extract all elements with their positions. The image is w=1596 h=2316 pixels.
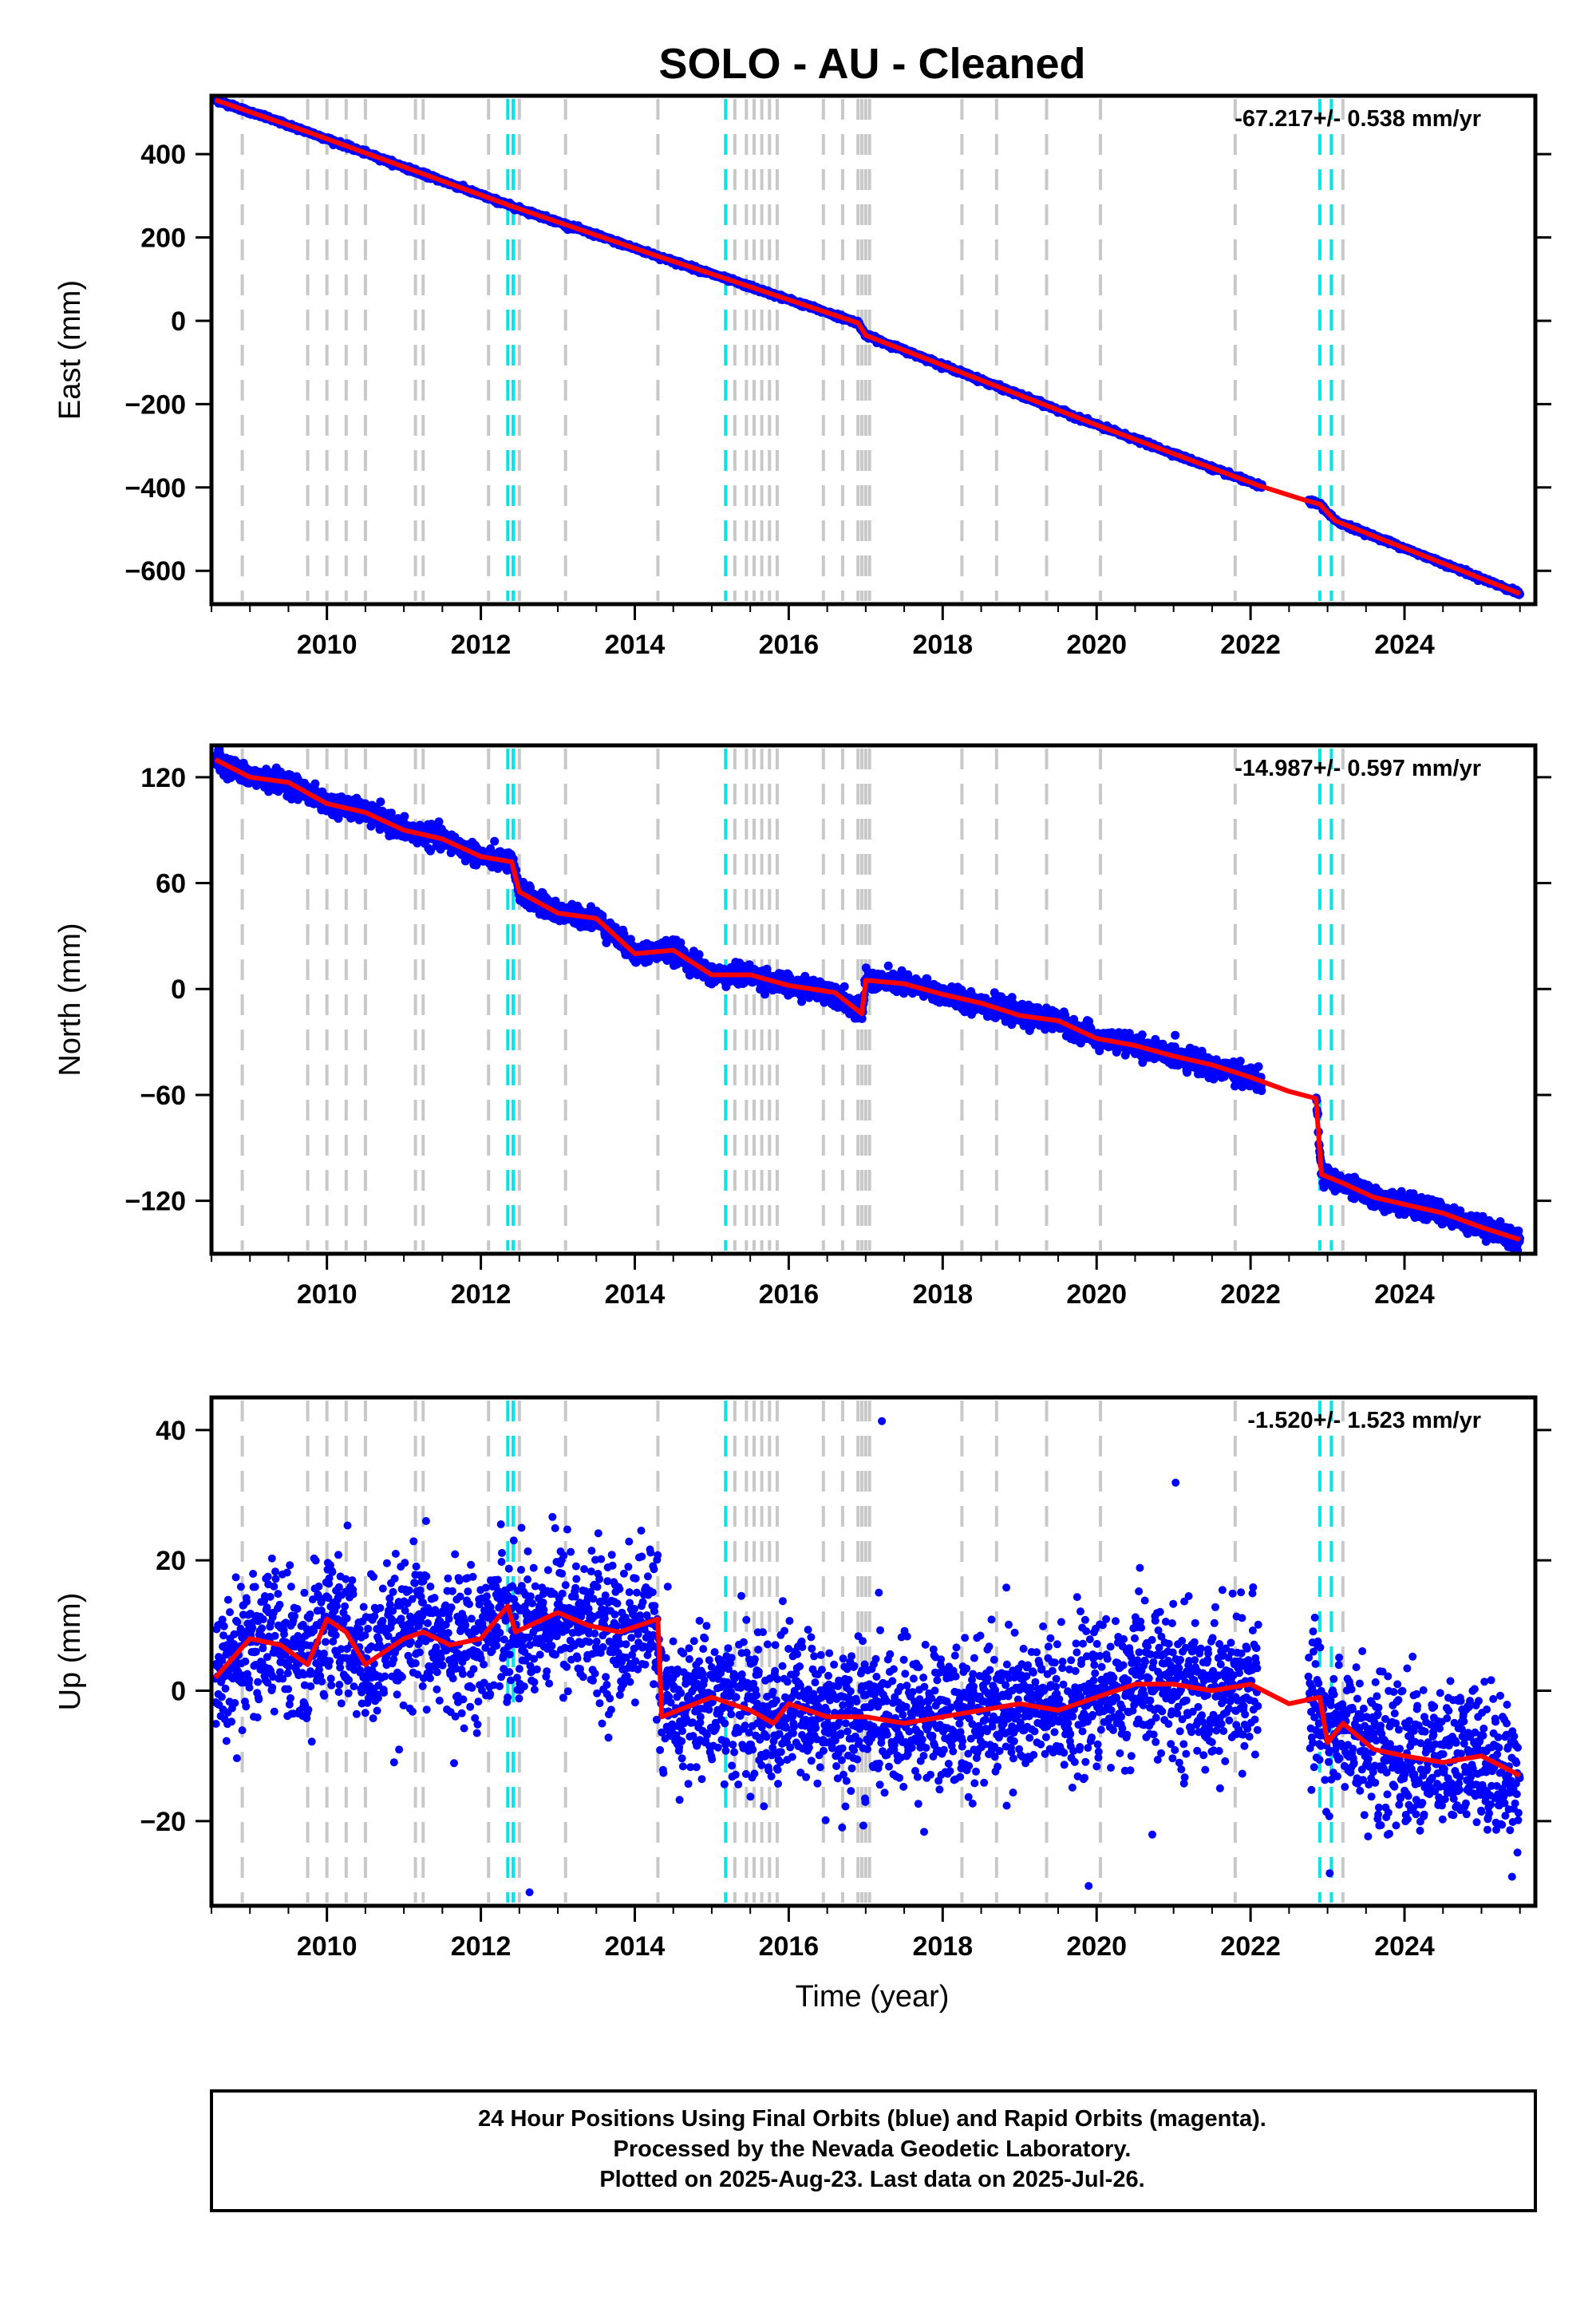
y-tick-label: −200 — [124, 389, 186, 420]
x-tick-label: 2018 — [912, 630, 973, 660]
y-tick-label: −600 — [124, 556, 186, 587]
x-tick-label: 2024 — [1374, 630, 1435, 660]
data-point — [400, 812, 409, 821]
x-tick-label: 2012 — [451, 630, 512, 660]
x-tick-label: 2010 — [297, 630, 358, 660]
east-panel: 2010 2012 2014 2016 2018 2020 2022 2024 −600 −400… — [53, 93, 1551, 660]
y-tick-label: 0 — [171, 306, 186, 337]
data-point — [490, 836, 500, 846]
east-y-axis-label: East (mm) — [53, 280, 87, 420]
y-tick-label: 400 — [140, 140, 186, 170]
y-tick-label: 200 — [140, 223, 186, 254]
x-tick-label: 2022 — [1220, 630, 1281, 660]
x-tick-label: 2016 — [759, 630, 820, 660]
data-point — [376, 797, 385, 807]
north-panel: 2010 2012 2014 2016 2018 2020 2022 2024−120−600… — [53, 743, 1551, 1310]
data-point — [310, 779, 320, 788]
x-tick-label: 2020 — [1066, 630, 1127, 660]
x-tick-label: 2014 — [605, 630, 666, 660]
y-tick-label: −400 — [124, 473, 186, 504]
east-rate-label: -67.217+/- 0.538 mm/yr — [1235, 106, 1481, 132]
chart-title: SOLO - AU - Cleaned — [658, 40, 1085, 88]
